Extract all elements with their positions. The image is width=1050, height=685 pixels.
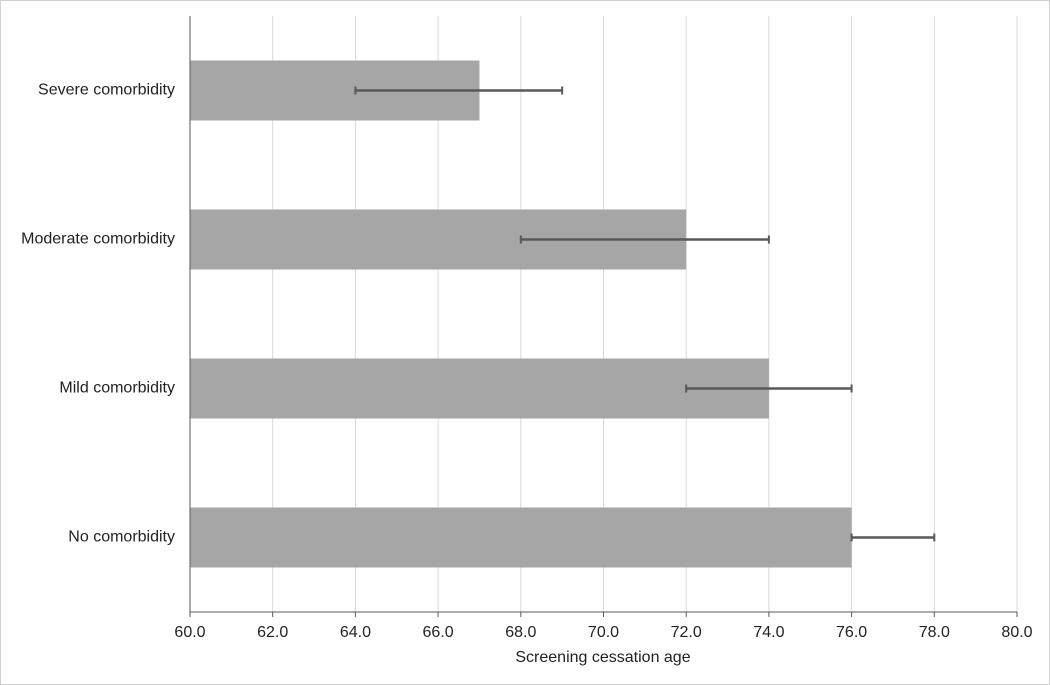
y-tick-label: Moderate comorbidity <box>21 231 175 248</box>
y-tick-label: Mild comorbidity <box>59 380 175 397</box>
bar <box>190 358 769 419</box>
x-tick-label: 78.0 <box>919 624 950 641</box>
x-tick-label: 62.0 <box>257 624 288 641</box>
x-tick-label: 68.0 <box>505 624 536 641</box>
x-tick-label: 76.0 <box>836 624 867 641</box>
bar <box>190 507 852 568</box>
x-tick-label: 72.0 <box>671 624 702 641</box>
x-tick-label: 60.0 <box>174 624 205 641</box>
x-tick-label: 70.0 <box>588 624 619 641</box>
y-tick-label: Severe comorbidity <box>38 82 175 99</box>
x-tick-label: 66.0 <box>423 624 454 641</box>
y-tick-label: No comorbidity <box>68 529 175 546</box>
x-tick-label: 80.0 <box>1001 624 1032 641</box>
x-axis-label: Screening cessation age <box>515 649 690 666</box>
x-tick-label: 64.0 <box>340 624 371 641</box>
x-tick-label: 74.0 <box>753 624 784 641</box>
